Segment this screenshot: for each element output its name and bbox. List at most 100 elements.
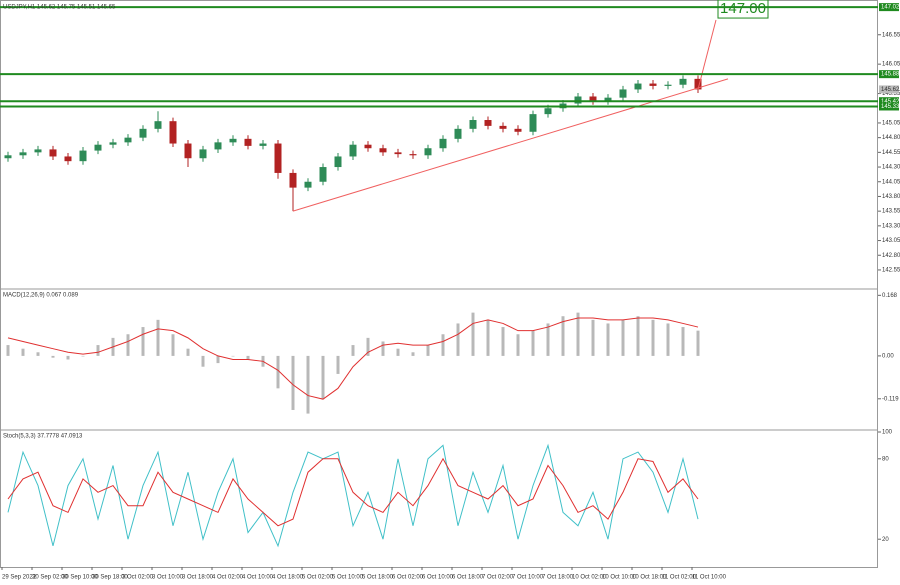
macd-bar	[516, 334, 520, 356]
x-tick-label: 7 Oct 18:00	[542, 575, 574, 581]
level-label-box	[879, 3, 899, 12]
macd-bar	[21, 348, 25, 356]
y-tick-label: 0.00	[882, 353, 894, 359]
candle-body	[319, 167, 327, 182]
level-label: 145.42	[881, 99, 900, 105]
x-tick-label: 10 Oct 10:00	[602, 575, 637, 581]
candle-body	[214, 142, 222, 150]
macd-bar	[501, 327, 505, 356]
x-tick-label: 7 Oct 02:00	[482, 575, 514, 581]
candle-body	[109, 142, 117, 145]
annotation: 147.00	[720, 0, 766, 17]
candle-body	[229, 138, 237, 143]
macd-bar	[321, 355, 325, 400]
macd-bar	[471, 312, 475, 356]
stoch-line	[7, 443, 699, 548]
macd-bar	[96, 345, 100, 356]
macd-bar	[606, 323, 610, 356]
candle-body	[349, 144, 357, 157]
candle-body	[19, 152, 27, 156]
x-tick-label: 4 Oct 02:00	[212, 575, 244, 581]
x-tick-label: 6 Oct 10:00	[422, 575, 454, 581]
panel-title: USDJPY,H1 145.62 145.75 145.51 145.65	[3, 5, 116, 11]
x-tick-label: 30 Sep 02:00	[32, 575, 68, 581]
y-tick-label: -0.119	[882, 396, 899, 402]
macd-bar	[621, 319, 625, 356]
y-tick-label: 142.55	[882, 268, 900, 274]
macd-bar	[51, 355, 55, 358]
y-tick-label: 100	[882, 430, 893, 436]
macd-bar	[381, 341, 385, 356]
candle-body	[574, 96, 582, 104]
target-line	[697, 19, 717, 90]
candle-body	[634, 83, 642, 90]
y-tick-label: 143.55	[882, 209, 900, 215]
candle-body	[334, 156, 342, 168]
y-tick-label: 145.05	[882, 121, 900, 127]
macd-bar	[561, 316, 565, 356]
macd-bar	[576, 312, 580, 356]
x-tick-label: 29 Sep 2022	[2, 575, 37, 581]
candle-body	[589, 96, 597, 102]
candle-body	[259, 143, 267, 146]
y-tick-label: 144.30	[882, 165, 900, 171]
x-tick-label: 10 Oct 18:00	[632, 575, 667, 581]
candle-body	[619, 89, 627, 98]
macd-bar	[351, 345, 355, 356]
macd-bar	[426, 345, 430, 356]
panel-title: MACD(12,26,9) 0.067 0.089	[3, 293, 79, 299]
x-tick-label: 3 Oct 10:00	[152, 575, 184, 581]
x-tick-label: 30 Sep 18:00	[92, 575, 128, 581]
level-label-box	[879, 97, 899, 106]
macd-bar	[6, 345, 10, 356]
y-tick-label: 143.80	[882, 194, 900, 200]
candle-body	[94, 144, 102, 151]
macd-bar	[36, 352, 40, 356]
x-tick-label: 5 Oct 02:00	[302, 575, 334, 581]
macd-bar	[291, 355, 295, 410]
macd-bar	[636, 316, 640, 356]
macd-bar	[216, 355, 220, 364]
candle-body	[604, 97, 612, 102]
y-tick-label: 144.80	[882, 135, 900, 141]
macd-bar	[156, 319, 160, 356]
y-tick-label: 20	[882, 537, 889, 543]
candle-body	[154, 121, 162, 129]
macd-bar	[396, 348, 400, 356]
macd-bar	[201, 355, 205, 367]
candle-body	[484, 120, 492, 126]
macd-bar	[456, 323, 460, 356]
macd-bar	[591, 319, 595, 356]
x-tick-label: 3 Oct 18:00	[182, 575, 214, 581]
x-tick-label: 4 Oct 10:00	[242, 575, 274, 581]
macd-bar	[546, 323, 550, 356]
y-tick-label: 143.30	[882, 223, 900, 229]
macd-bar	[486, 319, 490, 356]
y-tick-label: 80	[882, 456, 889, 462]
level-label: 145.88	[881, 72, 900, 78]
candle-body	[424, 148, 432, 156]
x-tick-label: 11 Oct 10:00	[692, 575, 727, 581]
candle-body	[529, 114, 537, 132]
candle-body	[439, 138, 447, 149]
candle-body	[394, 152, 402, 155]
macd-bar	[246, 355, 250, 360]
candle-body	[139, 128, 147, 138]
plot-frame	[0, 0, 878, 568]
candle-body	[679, 78, 687, 85]
x-tick-label: 6 Oct 02:00	[392, 575, 424, 581]
macd-bar	[126, 334, 130, 356]
macd-bar	[681, 327, 685, 356]
x-tick-label: 5 Oct 18:00	[362, 575, 394, 581]
candle-body	[664, 84, 672, 86]
last-price-box	[879, 85, 899, 94]
signal-line	[7, 317, 699, 400]
macd-bar	[336, 355, 340, 374]
macd-bar	[171, 334, 175, 356]
x-tick-label: 5 Oct 10:00	[332, 575, 364, 581]
candle-body	[544, 108, 552, 115]
macd-bar	[366, 337, 370, 356]
candle-body	[694, 78, 702, 90]
stoch-line	[7, 457, 699, 527]
